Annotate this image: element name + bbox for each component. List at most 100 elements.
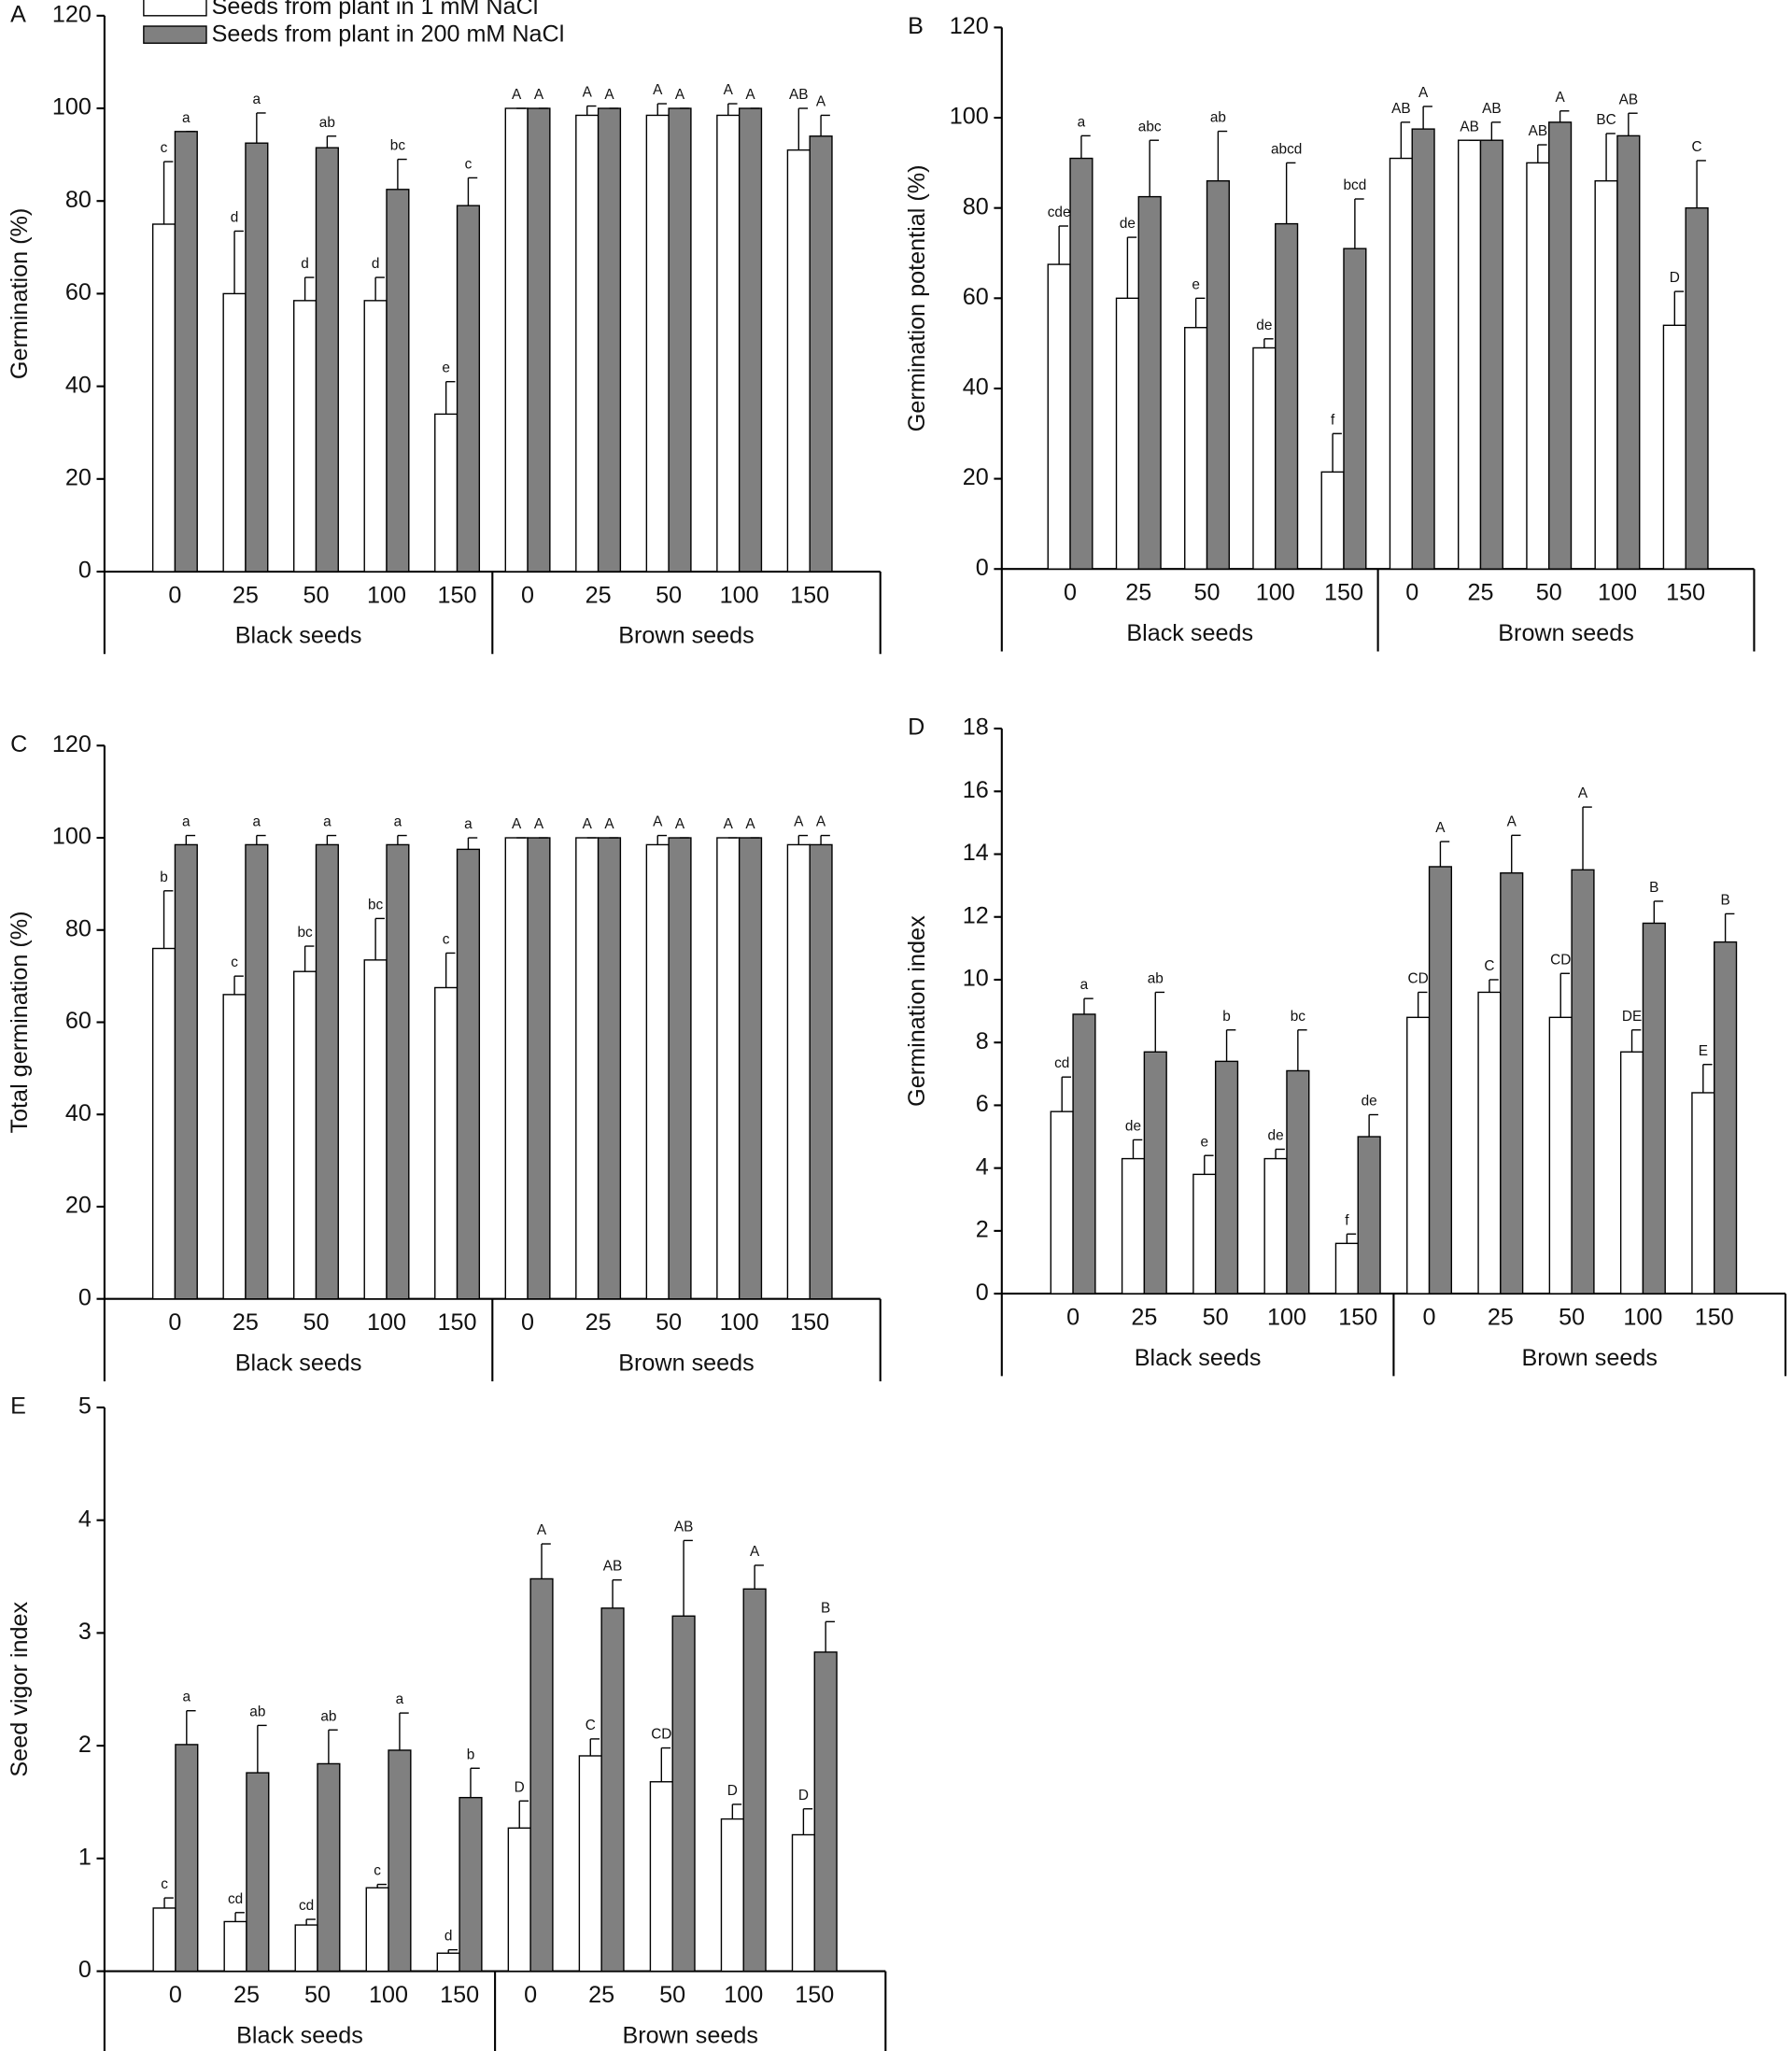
bar	[1691, 1092, 1715, 1294]
y-tick-label: 40	[65, 372, 92, 398]
significance-letter: de	[1125, 1118, 1141, 1134]
y-tick-label: 14	[963, 840, 989, 866]
significance-letter: A	[745, 816, 755, 832]
bar	[668, 107, 692, 573]
significance-letter: B	[1649, 880, 1658, 896]
y-tick-label: 0	[976, 555, 989, 581]
significance-letter: DE	[1622, 1009, 1642, 1025]
significance-letter: a	[182, 110, 190, 126]
x-tick-label: 50	[303, 1309, 329, 1336]
y-tick-label: 4	[78, 1506, 92, 1532]
significance-letter: A	[816, 94, 826, 110]
bar	[1252, 347, 1277, 570]
group-label: Brown seeds	[618, 623, 755, 649]
y-tick-label: 20	[65, 464, 92, 490]
significance-letter: de	[1120, 216, 1136, 232]
x-tick-label: 25	[586, 1309, 612, 1336]
bar	[222, 292, 247, 573]
bar	[246, 1772, 270, 1973]
x-tick-label: 50	[1203, 1304, 1229, 1330]
bar	[223, 1920, 247, 1973]
bar	[1192, 1173, 1217, 1294]
x-tick-label: 50	[304, 1982, 331, 2008]
significance-letter: ab	[1210, 110, 1226, 126]
bar	[1619, 1051, 1644, 1294]
y-axis-label: Total germination (%)	[7, 911, 33, 1133]
y-tick-label: 120	[52, 1, 92, 27]
bar	[527, 837, 551, 1300]
y-tick-label: 4	[976, 1153, 989, 1180]
x-tick-label: 150	[438, 1309, 477, 1336]
bar	[1479, 139, 1503, 570]
x-tick-label: 25	[1467, 579, 1493, 605]
significance-letter: AB	[1529, 123, 1548, 139]
y-axis-label: Seed vigor index	[7, 1601, 33, 1776]
y-tick-label: 6	[976, 1091, 989, 1117]
significance-letter: abcd	[1271, 141, 1302, 157]
significance-letter: C	[1484, 958, 1494, 974]
y-tick-label: 16	[963, 777, 989, 803]
y-tick-label: 80	[963, 193, 989, 219]
significance-letter: a	[323, 814, 332, 830]
bar	[597, 107, 622, 573]
bar	[1477, 991, 1502, 1294]
x-tick-label: 100	[369, 1982, 408, 2008]
x-tick-label: 0	[168, 1309, 181, 1336]
bar	[1343, 248, 1367, 570]
significance-letter: c	[443, 931, 450, 947]
significance-letter: b	[467, 1747, 475, 1762]
y-tick-label: 0	[976, 1280, 989, 1306]
significance-letter: A	[534, 816, 544, 832]
y-tick-label: 40	[963, 375, 989, 401]
significance-letter: cd	[1054, 1055, 1069, 1071]
legend-label: Seeds from plant in 1 mM NaCl	[212, 0, 539, 20]
y-tick-label: 18	[963, 714, 989, 741]
bar	[1286, 1069, 1310, 1294]
y-tick-label: 60	[65, 1008, 92, 1034]
significance-letter: a	[183, 1690, 191, 1705]
significance-letter: e	[442, 361, 450, 376]
significance-letter: cd	[228, 1891, 243, 1907]
bar	[575, 114, 600, 573]
significance-letter: bcd	[1343, 177, 1366, 193]
significance-letter: e	[1192, 276, 1200, 292]
significance-letter: CD	[1550, 952, 1571, 968]
bar	[668, 837, 692, 1300]
y-tick-label: 100	[52, 824, 92, 850]
bar	[1642, 922, 1666, 1294]
significance-letter: A	[583, 816, 593, 832]
significance-letter: de	[1268, 1128, 1284, 1144]
bar	[174, 131, 198, 573]
significance-letter: A	[604, 816, 614, 832]
bar	[1047, 263, 1071, 570]
bar	[1500, 872, 1524, 1294]
panel-label: B	[908, 13, 924, 39]
x-tick-label: 150	[438, 582, 477, 608]
bar	[1526, 162, 1550, 570]
y-tick-label: 10	[963, 966, 989, 992]
y-tick-label: 0	[78, 1284, 92, 1310]
x-tick-label: 50	[1559, 1304, 1585, 1330]
bar	[578, 1755, 602, 1973]
bar	[1457, 139, 1482, 570]
x-tick-label: 25	[1488, 1304, 1514, 1330]
x-tick-label: 100	[1267, 1304, 1306, 1330]
bar	[434, 413, 459, 573]
x-tick-label: 25	[233, 1982, 260, 2008]
significance-letter: A	[1507, 813, 1517, 829]
significance-letter: bc	[1291, 1009, 1306, 1025]
significance-letter: a	[464, 816, 473, 832]
x-tick-label: 150	[795, 1982, 834, 2008]
significance-letter: D	[1670, 270, 1680, 286]
significance-letter: AB	[1482, 101, 1502, 117]
x-tick-label: 25	[233, 1309, 259, 1336]
bar	[1121, 1157, 1146, 1294]
bar	[315, 843, 339, 1300]
significance-letter: b	[160, 870, 168, 885]
y-tick-label: 0	[78, 1957, 92, 1983]
x-tick-label: 150	[790, 582, 829, 608]
x-tick-label: 0	[1405, 579, 1418, 605]
x-tick-label: 100	[720, 1309, 759, 1336]
